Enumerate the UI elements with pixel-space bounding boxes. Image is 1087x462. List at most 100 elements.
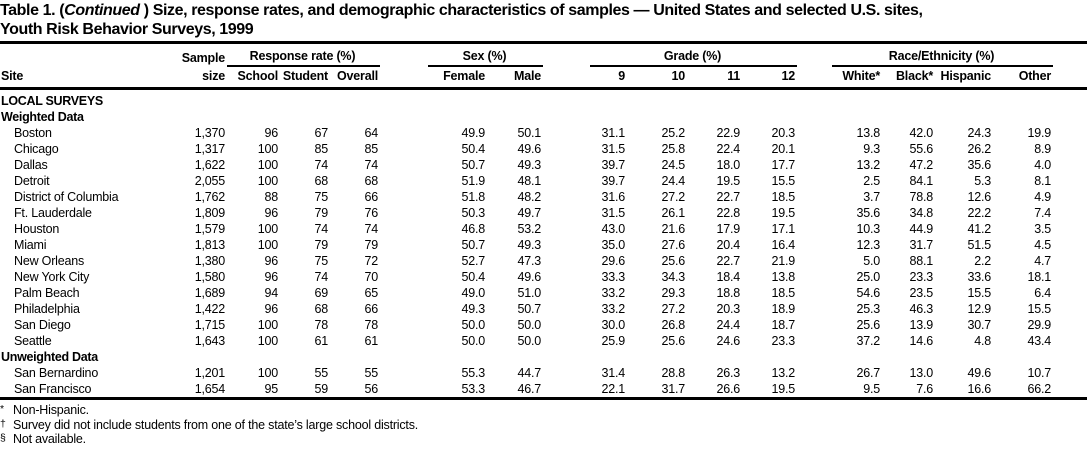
gap-cell [797,141,832,157]
title-line2: Youth Risk Behavior Surveys, 1999 [0,21,254,38]
value-cell: 51.9 [461,174,485,188]
value-cell: 31.1 [601,126,626,140]
value-cell: 76 [364,206,378,220]
site-cell: New York City [14,270,90,284]
value-cell: 26.6 [716,382,741,396]
value-cell: 34.3 [661,270,686,284]
value-cell: 39.7 [601,174,626,188]
value-cell: 1,809 [194,206,225,220]
value-cell: 25.0 [856,270,881,284]
value-cell: 41.2 [967,222,992,236]
value-cell: 1,813 [194,238,225,252]
gap-cell [1053,125,1087,141]
value-cell: 49.6 [967,366,992,380]
gap-cell [380,365,428,381]
value-cell: 52.7 [461,254,485,268]
value-cell: 35.0 [601,238,626,252]
table-row: Houston 1,579 100 74 74 46.8 53.2 43.0 21.6 17.9 1… [0,221,1087,237]
gap-cell [797,253,832,269]
value-cell: 1,643 [194,334,225,348]
gap-cell [797,205,832,221]
value-cell: 50.7 [461,158,485,172]
value-cell: 24.5 [661,158,686,172]
value-cell: 50.3 [461,206,485,220]
value-cell: 13.8 [771,270,796,284]
gap-cell [797,317,832,333]
gap-cell [380,221,428,237]
value-cell: 33.3 [601,270,626,284]
footnotes: * Non-Hispanic. † Survey did not include s… [0,400,1087,447]
site-cell: San Bernardino [14,366,99,380]
value-cell: 25.9 [601,334,626,348]
value-cell: 26.1 [661,206,686,220]
value-cell: 20.3 [716,302,741,316]
table-row: San Diego 1,715 100 78 78 50.0 50.0 30.0 26.8 24.… [0,317,1087,333]
gap-cell [380,157,428,173]
value-cell: 30.0 [601,318,626,332]
footnote-text: Survey did not include students from one… [13,417,419,432]
value-cell: 49.9 [461,126,485,140]
value-cell: 18.4 [716,270,741,284]
gap-cell [543,301,590,317]
value-cell: 1,762 [194,190,225,204]
value-cell: 8.1 [1034,174,1052,188]
value-cell: 74 [364,222,378,236]
value-cell: 22.9 [716,126,741,140]
value-cell: 2,055 [194,174,225,188]
gap-cell [1053,317,1087,333]
value-cell: 43.4 [1027,334,1052,348]
gap-cell [797,189,832,205]
gap-cell [380,141,428,157]
value-cell: 4.5 [1034,238,1052,252]
value-cell: 70 [364,270,378,284]
value-cell: 25.2 [661,126,686,140]
value-cell: 48.2 [517,190,542,204]
table-row: Palm Beach 1,689 94 69 65 49.0 51.0 33.2 29.3 18.… [0,285,1087,301]
gap-cell [797,381,832,399]
value-cell: 26.2 [967,142,992,156]
col-header-overall: Overall [330,66,380,90]
value-cell: 50.0 [517,318,542,332]
value-cell: 3.7 [863,190,881,204]
site-cell: Miami [14,238,47,252]
value-cell: 4.8 [974,334,992,348]
value-cell: 53.3 [461,382,485,396]
value-cell: 29.3 [661,286,686,300]
gap-cell [797,285,832,301]
value-cell: 27.2 [661,190,686,204]
col-header-grade-12: 12 [742,66,798,90]
gap-cell [797,269,832,285]
value-cell: 1,689 [194,286,225,300]
value-cell: 66 [364,190,378,204]
value-cell: 25.8 [661,142,686,156]
value-cell: 1,715 [194,318,225,332]
gap-cell [797,301,832,317]
value-cell: 1,380 [194,254,225,268]
value-cell: 25.6 [661,254,686,268]
value-cell: 96 [264,270,278,284]
gap-cell [1053,189,1087,205]
value-cell: 79 [314,206,328,220]
value-cell: 1,422 [194,302,225,316]
value-cell: 13.9 [909,318,934,332]
value-cell: 74 [314,158,328,172]
table-row: Dallas 1,622 100 74 74 50.7 49.3 39.7 24.5 18.0 17… [0,157,1087,173]
value-cell: 19.5 [771,382,796,396]
col-header-hispanic: Hispanic [935,66,994,90]
value-cell: 47.3 [517,254,542,268]
value-cell: 51.8 [461,190,485,204]
gap-cell [380,205,428,221]
gap-cell [543,333,590,349]
site-cell: Detroit [14,174,50,188]
gap-cell [1053,205,1087,221]
value-cell: 100 [257,142,278,156]
site-cell: San Francisco [14,382,92,396]
value-cell: 100 [257,366,278,380]
value-cell: 31.5 [601,142,626,156]
value-cell: 13.0 [909,366,934,380]
gap-cell [543,317,590,333]
value-cell: 50.4 [461,142,485,156]
value-cell: 1,580 [194,270,225,284]
site-cell: Boston [14,126,52,140]
value-cell: 72 [364,254,378,268]
